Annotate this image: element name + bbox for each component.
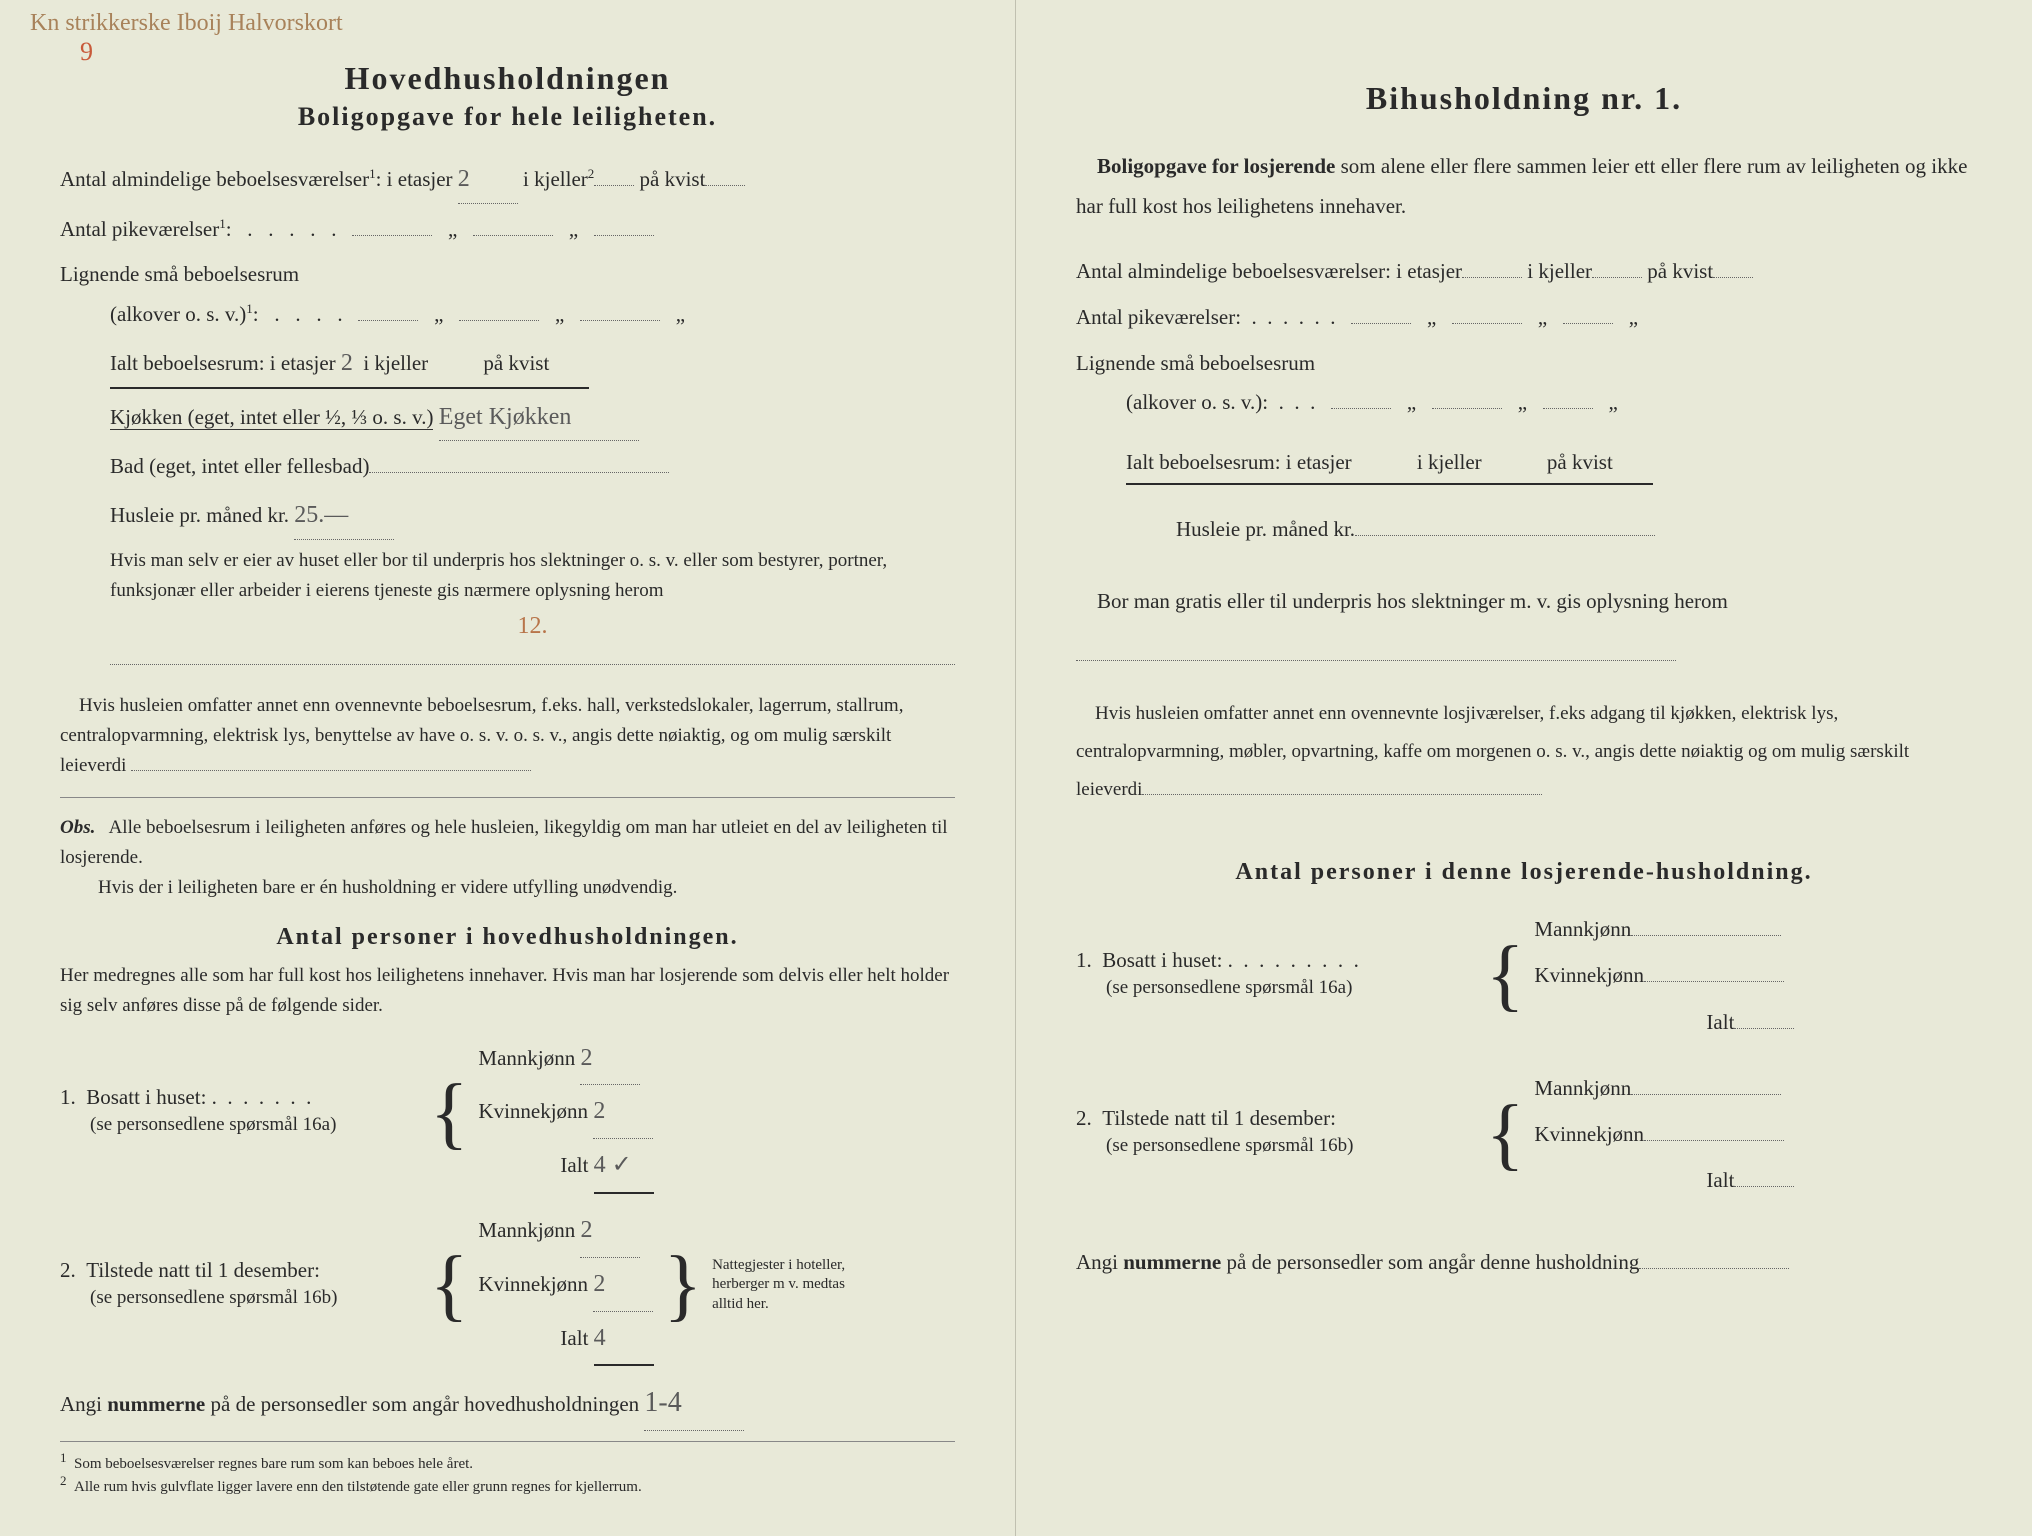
handwritten-12: 12. [518, 613, 548, 639]
field-q1-ialt[interactable]: 4 ✓ [594, 1139, 654, 1194]
bad-line: Bad (eget, intet eller fellesbad) [110, 447, 955, 487]
ialt-line: Ialt beboelsesrum: i etasjer 2 i kjeller… [110, 341, 955, 389]
handwritten-annotation: Kn strikkerske Iboij Halvorskort 9 [30, 10, 343, 67]
field-q2-mann[interactable]: 2 [580, 1204, 640, 1258]
right-intro: Boligopgave for losjerende som alene ell… [1076, 147, 1972, 227]
para-eier: Hvis man selv er eier av huset eller bor… [110, 546, 955, 676]
r-ialt-line: Ialt beboelsesrum: i etasjer i kjeller p… [1126, 443, 1972, 485]
r-para1: Bor man gratis eller til underpris hos s… [1076, 575, 1972, 680]
left-page: Kn strikkerske Iboij Halvorskort 9 Hoved… [0, 0, 1016, 1536]
r-rooms-line: Antal almindelige beboelsesværelser: i e… [1076, 252, 1972, 292]
r-lignende-line: Lignende små beboelsesrum (alkover o. s.… [1076, 344, 1972, 424]
handwritten-number: 9 [80, 37, 93, 66]
r-q2-group: 2. Tilstede natt til 1 desember: (se per… [1076, 1065, 1972, 1204]
angi-line: Angi nummerne på de personsedler som ang… [60, 1376, 955, 1430]
field-q1-kvinne[interactable]: 2 [593, 1085, 653, 1139]
field-husleie[interactable]: 25.— [294, 493, 394, 540]
para-husleie-omfatter: Hvis husleien omfatter annet enn ovennev… [60, 691, 955, 782]
q2-group: 2. Tilstede natt til 1 desember: (se per… [60, 1204, 955, 1366]
field-etasjer[interactable]: 2 [458, 157, 518, 204]
footnotes: 1 Som beboelsesværelser regnes bare rum … [60, 1441, 955, 1496]
field-q2-ialt[interactable]: 4 [594, 1312, 654, 1367]
r-husleie-line: Husleie pr. måned kr. [1176, 510, 1972, 550]
field-q1-mann[interactable]: 2 [580, 1032, 640, 1086]
husleie-line: Husleie pr. måned kr. 25.— [110, 493, 955, 540]
pike-line: Antal pikeværelser1: . . . . . „ „ [60, 210, 955, 250]
right-page: Bihusholdning nr. 1. Boligopgave for los… [1016, 0, 2032, 1536]
section-title-persons: Antal personer i hovedhusholdningen. [60, 924, 955, 951]
section-intro: Her medregnes alle som har full kost hos… [60, 961, 955, 1022]
r-q1-group: 1. Bosatt i huset: . . . . . . . . . (se… [1076, 906, 1972, 1045]
r-section-title: Antal personer i denne losjerende-hushol… [1076, 859, 1972, 886]
field-q2-kvinne[interactable]: 2 [593, 1258, 653, 1312]
natte-note: Nattegjester i hoteller, herberger m v. … [712, 1256, 852, 1315]
lignende-line: Lignende små beboelsesrum (alkover o. s.… [60, 255, 955, 335]
kjokken-line: Kjøkken (eget, intet eller ½, ⅓ o. s. v.… [110, 395, 955, 442]
rooms-line: Antal almindelige beboelsesværelser1: i … [60, 157, 955, 204]
field-angi[interactable]: 1-4 [644, 1376, 744, 1430]
q1-group: 1. Bosatt i huset: . . . . . . . (se per… [60, 1032, 955, 1194]
r-pike-line: Antal pikeværelser: . . . . . . „ „ „ [1076, 298, 1972, 338]
field-ialt-etasjer[interactable]: 2 [341, 350, 353, 376]
obs-section: Obs. Alle beboelsesrum i leiligheten anf… [60, 813, 955, 904]
right-title: Bihusholdning nr. 1. [1076, 80, 1972, 117]
r-angi-line: Angi nummerne på de personsedler som ang… [1076, 1243, 1972, 1283]
r-para2: Hvis husleien omfatter annet enn ovennev… [1076, 695, 1972, 809]
subtitle: Boligopgave for hele leiligheten. [60, 102, 955, 132]
field-kjokken[interactable]: Eget Kjøkken [439, 395, 639, 442]
